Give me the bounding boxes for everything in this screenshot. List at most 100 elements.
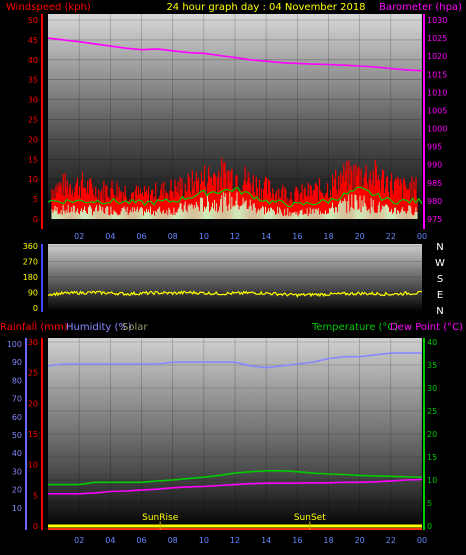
humidity-tick-label: 30	[12, 467, 22, 476]
compass-label: E	[437, 290, 443, 301]
barometer-line	[47, 37, 423, 72]
windspeed-tick-label: 5	[33, 195, 38, 204]
barometer-tick-label: 1025	[427, 34, 447, 43]
windspeed-tick-label: 40	[28, 56, 38, 65]
dewpoint-line	[48, 478, 423, 495]
windspeed-tick-label: 0	[33, 215, 38, 224]
rainfall-tick-label: 20	[28, 399, 38, 408]
time-tick-label: 20	[355, 232, 365, 241]
humidity-tick-label: 70	[12, 395, 22, 404]
barometer-tick-label: 1015	[427, 70, 447, 79]
time-tick-label: 18	[323, 232, 333, 241]
windspeed-tick-label: 25	[28, 116, 38, 125]
humidity-tick-label: 100	[7, 340, 22, 349]
humidity-tick-label: 40	[12, 449, 22, 458]
direction-tick-label: 360	[23, 242, 38, 251]
humidity-tick-label: 20	[12, 486, 22, 495]
direction-panel-marks	[47, 290, 423, 298]
humidity-tick-label: 50	[12, 431, 22, 440]
barometer-tick-label: 1010	[427, 88, 447, 97]
time-tick-label: 22	[386, 536, 396, 545]
temperature-panel-marks	[47, 352, 423, 530]
barometer-tick-label: 1020	[427, 52, 447, 61]
time-tick-label: 16	[292, 232, 302, 241]
time-tick-label: 10	[199, 232, 209, 241]
compass-label: S	[437, 274, 443, 285]
rainfall-tick-label: 5	[33, 491, 38, 500]
windspeed-tick-label: 10	[28, 175, 38, 184]
barometer-tick-label: 985	[427, 179, 442, 188]
temperature-tick-label: 0	[427, 522, 432, 531]
temperature-tick-label: 40	[427, 338, 437, 347]
compass-label: W	[435, 258, 445, 269]
temperature-tick-label: 15	[427, 453, 437, 462]
temperature-tick-label: 25	[427, 407, 437, 416]
time-tick-label: 16	[292, 536, 302, 545]
windspeed-tick-label: 30	[28, 96, 38, 105]
solar-axis-label: Solar	[122, 322, 148, 333]
time-tick-label: 00	[417, 232, 427, 241]
time-tick-label: 08	[168, 232, 178, 241]
time-tick-label: 14	[261, 232, 271, 241]
humidity-axis-label: Humidity (%)	[66, 322, 132, 333]
humidity-line	[47, 352, 422, 369]
temperature-tick-label: 20	[427, 430, 437, 439]
dewpoint-axis-label: Dew Point (°C)	[390, 322, 463, 333]
time-tick-label: 06	[136, 232, 146, 241]
barometer-tick-label: 980	[427, 197, 442, 206]
time-tick-label: 12	[230, 536, 240, 545]
barometer-tick-label: 1000	[427, 125, 447, 134]
humidity-tick-label: 80	[12, 376, 22, 385]
temperature-tick-label: 30	[427, 384, 437, 393]
chart-title: 24 hour graph day : 04 November 2018	[166, 2, 365, 13]
windspeed-tick-label: 45	[28, 36, 38, 45]
time-tick-label: 02	[74, 232, 84, 241]
barometer-tick-label: 995	[427, 143, 442, 152]
wind-panel-axes: 0510152025303540455097598098599099510001…	[28, 14, 447, 241]
temperature-tick-label: 10	[427, 476, 437, 485]
direction-panel-background	[48, 244, 422, 312]
temperature-panel-axes: 0 5 10 15 20 25 30 35 40 0 5 10 15 20 25 30 10 20 30 40 50 60…	[7, 338, 437, 545]
barometer-axis-label: Barometer (hpa)	[379, 2, 462, 13]
barometer-tick-label: 975	[427, 215, 442, 224]
humidity-tick-label: 90	[12, 358, 22, 367]
time-tick-label: 04	[105, 232, 115, 241]
temperature-tick-label: 5	[427, 499, 432, 508]
direction-tick-label: 0	[33, 304, 38, 313]
direction-tick-label: 270	[23, 258, 38, 267]
wind-panel-marks	[47, 37, 423, 219]
time-tick-label: 12	[230, 232, 240, 241]
windspeed-tick-label: 15	[28, 155, 38, 164]
time-tick-label: 22	[386, 232, 396, 241]
temperature-axis-label: Temperature (°C)	[311, 322, 398, 333]
humidity-tick-label: 60	[12, 413, 22, 422]
windspeed-tick-label: 20	[28, 135, 38, 144]
windspeed-axis-label: Windspeed (kph)	[6, 2, 91, 13]
time-tick-label: 10	[199, 536, 209, 545]
time-tick-label: 14	[261, 536, 271, 545]
rainfall-tick-label: 15	[28, 430, 38, 439]
rainfall-tick-label: 0	[33, 522, 38, 531]
time-tick-label: 02	[74, 536, 84, 545]
humidity-tick-label: 10	[12, 504, 22, 513]
rainfall-tick-label: 30	[28, 338, 38, 347]
temperature-panel-background	[48, 338, 422, 530]
sun-event-label: SunSet	[294, 513, 326, 523]
compass-label: N	[436, 242, 443, 253]
temperature-tick-label: 35	[427, 361, 437, 370]
direction-tick-label: 180	[23, 273, 38, 282]
windspeed-tick-label: 50	[28, 16, 38, 25]
average-windspeed-line	[47, 186, 423, 208]
time-tick-label: 06	[136, 536, 146, 545]
windspeed-tick-label: 35	[28, 76, 38, 85]
barometer-tick-label: 990	[427, 161, 442, 170]
time-tick-label: 00	[417, 536, 427, 545]
time-tick-label: 18	[323, 536, 333, 545]
barometer-tick-label: 1005	[427, 106, 447, 115]
rainfall-tick-label: 25	[28, 369, 38, 378]
sun-event-label: SunRise	[142, 513, 179, 523]
temperature-line	[48, 470, 423, 486]
barometer-tick-label: 1030	[427, 16, 447, 25]
